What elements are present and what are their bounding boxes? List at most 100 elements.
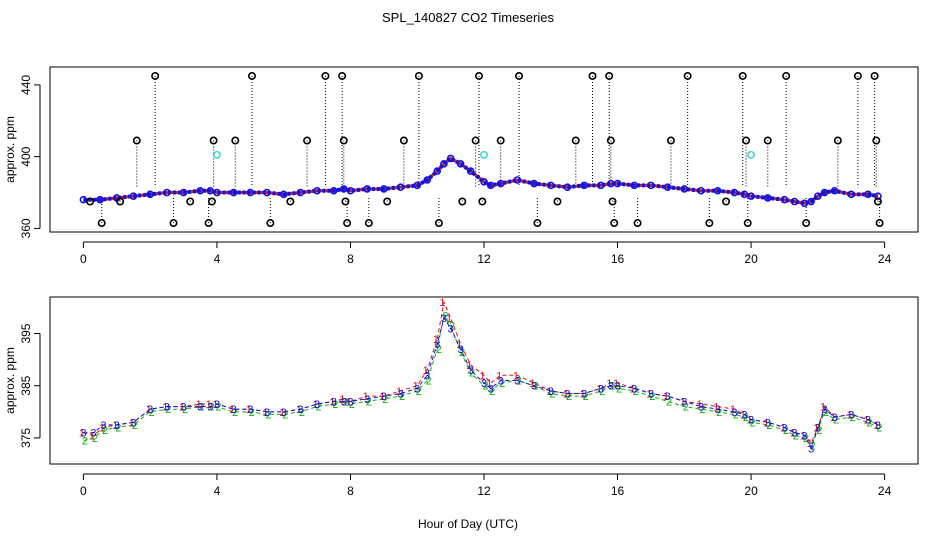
co2-trace-point [346, 186, 355, 195]
co2-trace-point [830, 186, 839, 195]
co2-trace-point [440, 160, 448, 168]
sensor-1-marker: 1 [530, 378, 536, 390]
sensor-3-marker: 3 [681, 396, 687, 408]
sensor-1-marker: 1 [680, 396, 686, 408]
x-tick-label: 0 [80, 484, 87, 498]
sensor-2-marker: 2 [265, 409, 271, 421]
sensor-2-line [83, 313, 879, 447]
sensor-3-marker: 3 [468, 365, 474, 377]
sensor-3-marker: 3 [207, 402, 213, 414]
sensor-1-marker: 1 [486, 378, 492, 390]
sensor-1-marker: 1 [262, 407, 268, 419]
sensor-3-marker: 3 [648, 389, 654, 401]
outlier-point [339, 136, 348, 145]
sensor-3-marker: 3 [831, 412, 837, 424]
sensor-1-marker: 1 [363, 391, 369, 403]
sensor-3-marker: 3 [147, 404, 153, 416]
outlier-point [364, 219, 373, 228]
sensor-1-marker: 1 [229, 404, 235, 416]
sensor-1-marker: 1 [730, 404, 736, 416]
x-tick-label: 8 [347, 252, 354, 266]
co2-trace-point [647, 181, 655, 190]
co2-trace-point [380, 185, 388, 193]
sensor-3-marker: 3 [114, 420, 120, 432]
y-tick-label: 440 [19, 75, 33, 95]
sensor-3-marker: 3 [231, 404, 237, 416]
sensor-2-marker: 2 [416, 386, 422, 398]
co2-trace-point [663, 183, 672, 191]
sensor-1-marker: 1 [563, 389, 569, 401]
sensor-1-marker: 1 [800, 430, 806, 442]
sensor-3-marker: 3 [381, 391, 387, 403]
sensor-3-marker: 3 [448, 323, 454, 335]
sensor-3-marker: 3 [731, 407, 737, 419]
x-tick-label: 4 [214, 252, 221, 266]
sensor-1-marker: 1 [396, 386, 402, 398]
sensor-2-marker: 2 [743, 412, 749, 424]
outlier-point [683, 71, 692, 80]
sensor-2-marker: 2 [426, 376, 432, 388]
outlier-point [870, 71, 879, 80]
sensor-2-marker: 2 [382, 394, 388, 406]
sensor-3-marker: 3 [564, 389, 570, 401]
sensor-2-marker: 2 [716, 407, 722, 419]
sensor-3-marker: 3 [397, 389, 403, 401]
sensor-3-marker: 3 [875, 420, 881, 432]
co2-trace-point [329, 186, 338, 195]
sensor-2-marker: 2 [82, 436, 88, 448]
sensor-1-marker: 1 [780, 422, 786, 434]
x-tick-label: 24 [878, 252, 892, 266]
sensor-3-marker: 3 [347, 396, 353, 408]
outlier-point [606, 136, 615, 145]
flagged-point [213, 150, 221, 159]
co2-trace-point [807, 197, 815, 206]
sensor-1-marker: 1 [696, 399, 702, 411]
x-tick-label: 8 [347, 484, 354, 498]
outlier-point [875, 219, 884, 228]
sensor-2-marker: 2 [750, 417, 756, 429]
co2-trace-point [396, 183, 405, 191]
plot-frame [49, 66, 919, 233]
sensor-2-marker: 2 [566, 391, 572, 403]
sensor-2-marker: 2 [102, 425, 108, 437]
sensor-1-marker: 1 [112, 420, 118, 432]
sensor-2-marker: 2 [803, 433, 809, 445]
co2-trace-point [433, 167, 442, 175]
sensor-2-marker: 2 [366, 396, 372, 408]
co2-trace-point [597, 181, 605, 190]
sensor-1-marker: 1 [212, 399, 218, 411]
sensor-3-marker: 3 [848, 409, 854, 421]
sensor-1-marker: 1 [580, 389, 586, 401]
outlier-point [471, 136, 480, 145]
sensor-3-marker: 3 [748, 415, 754, 427]
sensor-2-marker: 2 [633, 386, 639, 398]
outlier-point [204, 219, 213, 228]
sensor-2-marker: 2 [599, 386, 605, 398]
flagged-point [747, 150, 755, 159]
sensor-3-marker: 3 [715, 404, 721, 416]
co2-trace-point [740, 190, 749, 199]
co2-trace-point [790, 197, 799, 206]
sensor-3-marker: 3 [781, 422, 787, 434]
outlier-point [515, 71, 524, 80]
co2-trace-point [363, 185, 371, 193]
sensor-2-marker: 2 [249, 407, 255, 419]
y-tick-label: 375 [19, 428, 33, 448]
outlier-point [605, 71, 614, 80]
sensor-1-marker: 1 [89, 430, 95, 442]
outlier-point [116, 197, 125, 206]
sensor-1-marker: 1 [663, 391, 669, 403]
sensor-2-marker: 2 [499, 378, 505, 390]
sensor-1-marker: 1 [747, 415, 753, 427]
outlier-point [705, 219, 714, 228]
sensor-3-marker: 3 [581, 389, 587, 401]
outlier-point [496, 136, 505, 145]
sensor-2-marker: 2 [616, 383, 622, 395]
sensor-2-marker: 2 [92, 433, 98, 445]
co2-trace-point [613, 179, 622, 188]
sensor-1-marker: 1 [863, 415, 869, 427]
sensor-3-marker: 3 [481, 378, 487, 390]
sensor-3-marker: 3 [424, 370, 430, 382]
sensor-2-marker: 2 [850, 412, 856, 424]
